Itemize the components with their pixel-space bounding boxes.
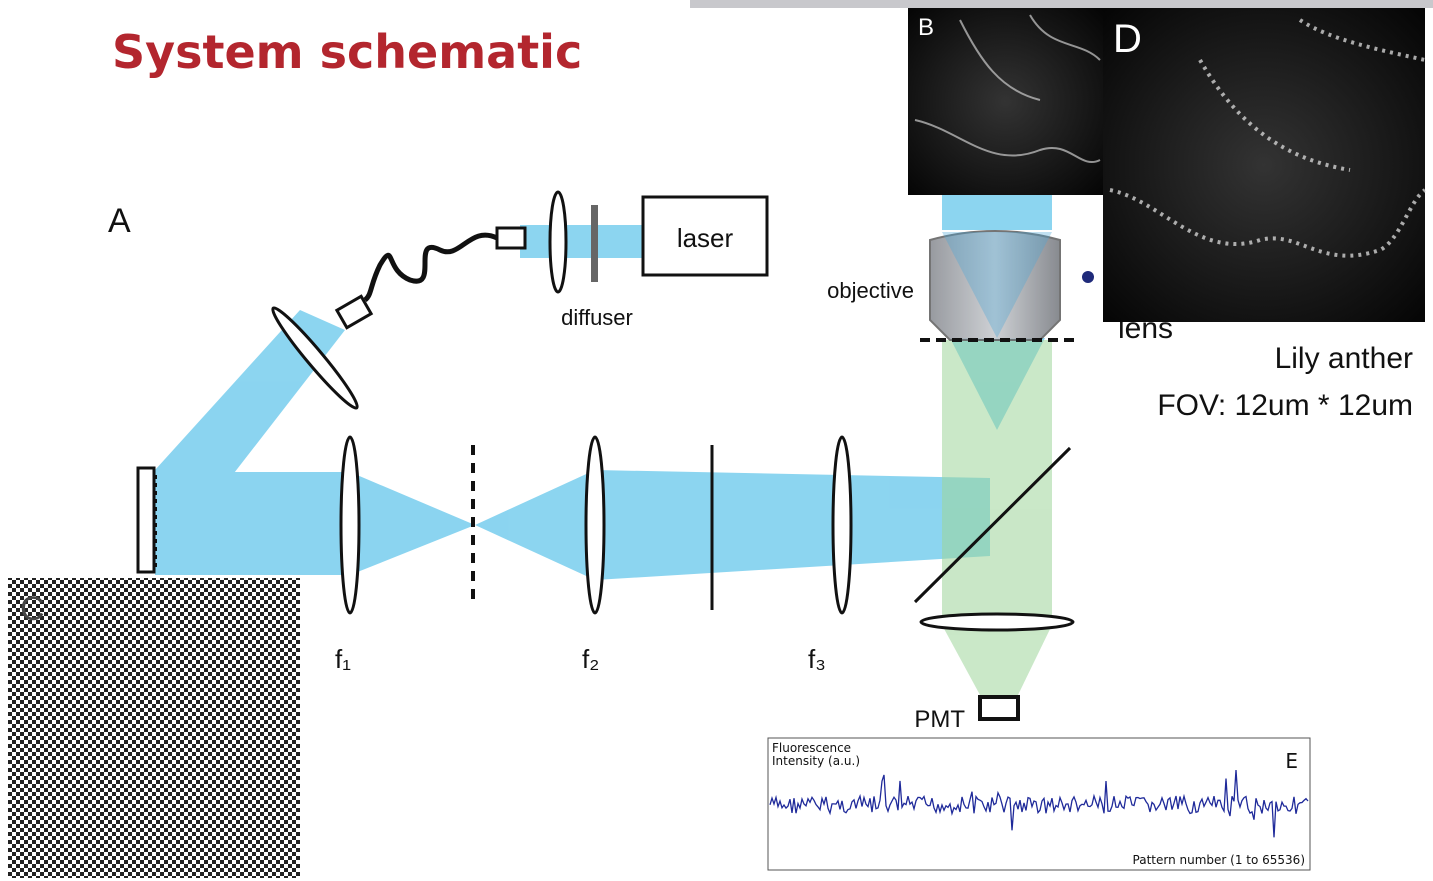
slide: System schematic laser diffuser A f₁ f₂ … <box>0 0 1433 881</box>
plot-x-label: Pattern number (1 to 65536) <box>1133 853 1305 867</box>
title: System schematic <box>112 25 582 79</box>
fiber-coupler <box>497 228 525 248</box>
objective-label: objective <box>827 278 914 303</box>
panel-e: E <box>1285 749 1298 773</box>
plot-e: Fluorescence Intensity (a.u.) E Pattern … <box>768 738 1310 870</box>
collection-lens <box>921 614 1073 630</box>
image-d <box>1103 8 1425 322</box>
fiber <box>365 235 497 300</box>
image-b <box>908 8 1103 195</box>
sample-caption: Lily anther <box>1275 342 1413 375</box>
plot-y-label-1: Fluorescence <box>772 741 851 755</box>
bullet <box>1082 271 1094 283</box>
top-bar <box>690 0 1433 8</box>
coupling-lens <box>550 192 566 292</box>
pmt-box <box>980 697 1018 719</box>
lens-f2 <box>586 437 604 613</box>
laser-label: laser <box>677 223 734 253</box>
pmt-label: PMT <box>914 706 965 733</box>
lens-f3 <box>833 437 851 613</box>
diffuser-label: diffuser <box>561 305 633 330</box>
panel-c: C <box>20 590 45 628</box>
lens-f1 <box>341 437 359 613</box>
dmd <box>138 468 154 572</box>
image-c <box>8 578 300 878</box>
f3-label: f₃ <box>808 644 826 674</box>
f2-label: f₂ <box>582 644 599 674</box>
panel-d: D <box>1113 17 1142 61</box>
green-beam <box>942 340 1052 695</box>
plot-y-label-2: Intensity (a.u.) <box>772 754 860 768</box>
panel-a: A <box>108 202 131 240</box>
f1-label: f₁ <box>335 644 351 674</box>
panel-b: B <box>918 14 934 41</box>
diffuser <box>591 205 598 282</box>
fov-caption: FOV: 12um * 12um <box>1157 389 1413 422</box>
